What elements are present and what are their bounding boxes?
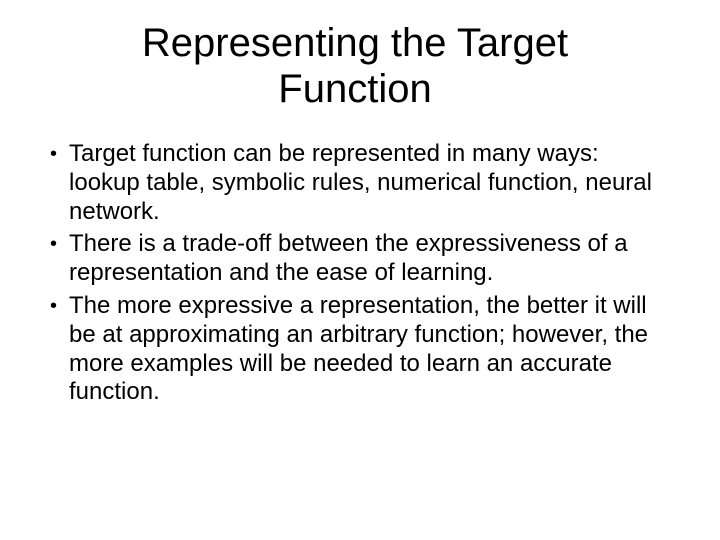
slide-title: Representing the Target Function (40, 20, 670, 112)
list-item: • The more expressive a representation, … (50, 292, 670, 407)
bullet-text: The more expressive a representation, th… (69, 292, 670, 407)
bullet-list: • Target function can be represented in … (40, 140, 670, 407)
bullet-icon: • (50, 142, 57, 166)
bullet-icon: • (50, 232, 57, 256)
bullet-text: Target function can be represented in ma… (69, 140, 670, 226)
bullet-icon: • (50, 294, 57, 318)
list-item: • There is a trade-off between the expre… (50, 230, 670, 288)
bullet-text: There is a trade-off between the express… (69, 230, 670, 288)
list-item: • Target function can be represented in … (50, 140, 670, 226)
